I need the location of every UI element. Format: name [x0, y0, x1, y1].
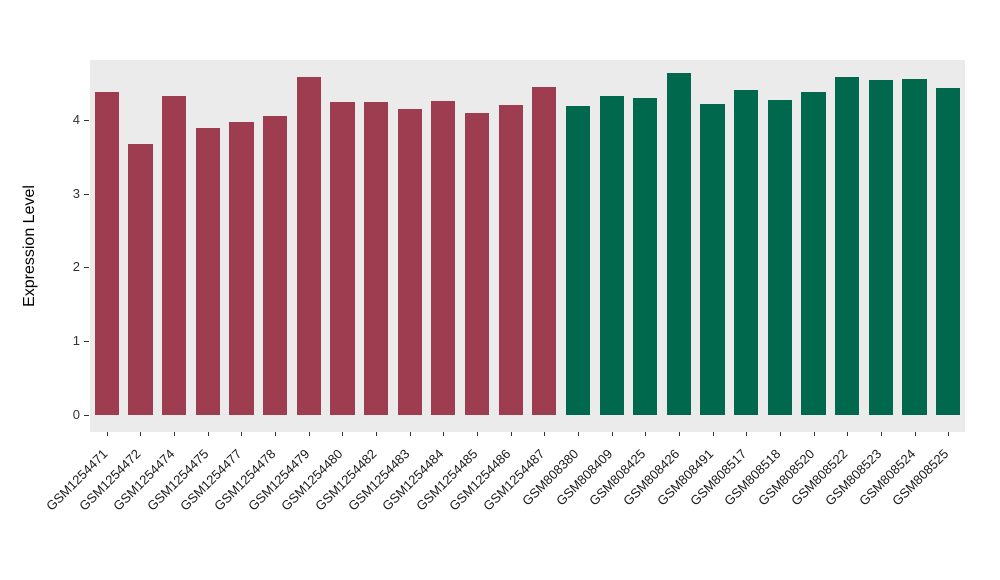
bar-GSM1254482: [363, 102, 389, 415]
x-tick-mark: [813, 432, 815, 436]
x-tick-mark: [477, 432, 479, 436]
bar-GSM808380: [565, 105, 591, 415]
bar-GSM1254475: [195, 127, 220, 415]
x-tick-mark: [207, 432, 209, 436]
bar-GSM1254474: [162, 96, 187, 415]
bar-GSM1254477: [229, 122, 254, 415]
x-tick-mark: [308, 432, 310, 436]
x-tick-mark: [342, 432, 344, 436]
x-tick-mark: [577, 432, 579, 436]
y-tick-mark: [84, 119, 89, 121]
bar-GSM1254478: [262, 116, 288, 415]
x-tick-mark: [712, 432, 714, 436]
bar-GSM808520: [801, 91, 826, 415]
x-tick-mark: [847, 432, 849, 436]
x-tick-mark: [611, 432, 613, 436]
x-tick-mark: [948, 432, 950, 436]
bar-GSM808518: [767, 99, 792, 415]
y-axis-title: Expression Level: [21, 185, 38, 307]
bar-GSM1254472: [128, 144, 153, 415]
x-tick-mark: [174, 432, 176, 436]
x-tick-mark: [779, 432, 781, 436]
bar-GSM1254480: [330, 102, 355, 415]
y-tick-mark: [84, 415, 89, 416]
y-tick-mark: [84, 193, 89, 195]
bar-GSM808426: [666, 73, 692, 415]
y-tick-label-2: 2: [72, 259, 80, 275]
x-tick-mark: [510, 432, 512, 436]
bar-GSM808525: [936, 88, 961, 415]
y-tick-label-0: 0: [72, 407, 80, 422]
bar-GSM1254485: [464, 113, 490, 415]
bar-GSM808523: [868, 79, 893, 415]
x-tick-mark: [106, 432, 108, 436]
x-tick-mark: [880, 432, 882, 436]
bar-GSM808524: [902, 79, 927, 415]
bar-GSM1254483: [397, 108, 422, 415]
x-tick-mark: [746, 432, 748, 436]
x-tick-mark: [275, 432, 277, 436]
x-tick-mark: [914, 432, 916, 436]
x-tick-mark: [140, 432, 142, 436]
bar-GSM808491: [700, 104, 725, 415]
bar-GSM808517: [734, 90, 759, 415]
x-tick-mark: [443, 432, 445, 436]
y-tick-mark: [84, 267, 89, 269]
bar-GSM1254479: [296, 77, 321, 415]
plot-panel: [90, 60, 965, 432]
y-tick-label-3: 3: [72, 185, 80, 201]
x-tick-mark: [645, 432, 647, 436]
bar-GSM808409: [599, 96, 624, 415]
y-tick-label-1: 1: [72, 333, 80, 349]
bar-GSM1254471: [94, 91, 119, 415]
y-tick-mark: [84, 341, 89, 343]
x-tick-mark: [544, 432, 546, 436]
bar-GSM808522: [835, 77, 860, 415]
x-tick-mark: [678, 432, 680, 436]
bar-GSM1254486: [498, 105, 523, 415]
x-tick-mark: [409, 432, 411, 436]
y-tick-label-4: 4: [72, 111, 80, 127]
bar-GSM1254484: [431, 100, 456, 415]
x-tick-mark: [241, 432, 243, 436]
bar-GSM1254487: [532, 87, 557, 415]
x-tick-mark: [376, 432, 378, 436]
bar-GSM808425: [633, 97, 658, 415]
